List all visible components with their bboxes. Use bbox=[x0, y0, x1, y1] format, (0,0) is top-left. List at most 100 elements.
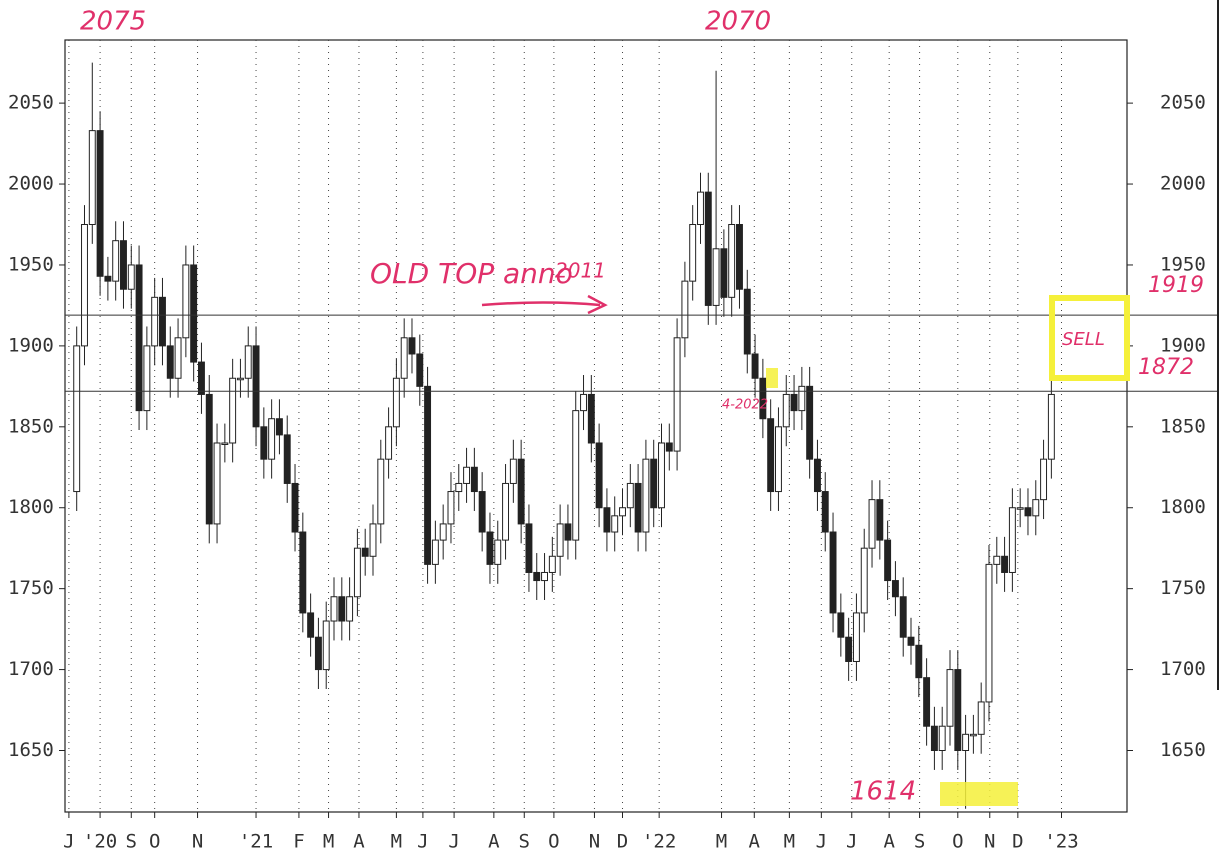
level-label: 1872 bbox=[1138, 355, 1194, 380]
candle-body bbox=[915, 644, 923, 679]
candle-body bbox=[338, 596, 346, 622]
candle-body bbox=[673, 337, 681, 452]
low-highlight bbox=[940, 782, 1018, 806]
y-tick-label: 1750 bbox=[8, 577, 54, 599]
candle-body bbox=[587, 393, 595, 444]
candle-body bbox=[930, 725, 938, 751]
candle-body bbox=[205, 393, 213, 525]
candle-body bbox=[798, 385, 806, 412]
candle-body bbox=[299, 531, 307, 614]
candle-body bbox=[891, 580, 899, 598]
candle-body bbox=[704, 191, 712, 306]
y-tick-label: 1650 bbox=[8, 739, 54, 761]
candle-body bbox=[502, 482, 510, 541]
candle-body bbox=[580, 393, 587, 412]
candle-body bbox=[626, 482, 634, 509]
candle-body bbox=[743, 288, 751, 355]
y-tick-label: 1700 bbox=[8, 658, 54, 680]
candle-body bbox=[517, 458, 525, 525]
candle-body bbox=[455, 482, 463, 493]
candle-body bbox=[650, 458, 658, 509]
candle-body bbox=[1016, 507, 1024, 510]
y2-tick-label: 1650 bbox=[1160, 739, 1206, 761]
candle-body bbox=[197, 361, 205, 395]
candle-body bbox=[408, 337, 416, 355]
x-tick-label: F bbox=[293, 831, 304, 853]
x-tick-label: S bbox=[519, 831, 530, 853]
candle-body bbox=[361, 547, 369, 557]
candle-body bbox=[439, 523, 447, 541]
candle-body bbox=[81, 224, 88, 347]
candle-body bbox=[759, 377, 767, 420]
candle-body bbox=[541, 571, 549, 582]
candle-body bbox=[236, 377, 244, 381]
candle-body bbox=[463, 466, 471, 484]
candle-body bbox=[166, 345, 174, 379]
candle-body bbox=[190, 264, 198, 363]
candle-body bbox=[221, 442, 229, 445]
candle-body bbox=[424, 385, 432, 565]
apr-highlight bbox=[766, 368, 778, 388]
candle-body bbox=[634, 482, 642, 533]
candle-body bbox=[346, 596, 354, 622]
x-tick-label: S bbox=[126, 831, 137, 853]
candle-body bbox=[1040, 458, 1048, 501]
candle-body bbox=[923, 677, 931, 727]
candle-body bbox=[377, 458, 385, 525]
candle-body bbox=[860, 547, 868, 614]
candle-body bbox=[494, 539, 502, 565]
annotation: 2011 bbox=[555, 259, 606, 283]
candle-body bbox=[182, 264, 190, 339]
x-tick-label: '22 bbox=[642, 831, 676, 853]
candle-body bbox=[96, 130, 104, 277]
x-tick-label: M bbox=[716, 831, 727, 853]
candle-body bbox=[283, 434, 291, 484]
candle-body bbox=[852, 612, 860, 662]
candle-body bbox=[681, 280, 689, 339]
candle-body bbox=[728, 224, 736, 298]
x-tick-label: J bbox=[417, 831, 428, 853]
x-tick-label: N bbox=[192, 831, 203, 853]
candle-body bbox=[751, 353, 759, 379]
candle-body bbox=[1047, 393, 1055, 460]
x-tick-label: N bbox=[589, 831, 600, 853]
candle-body bbox=[1008, 507, 1016, 573]
candle-body bbox=[353, 547, 361, 598]
candle-body bbox=[829, 531, 837, 614]
candle-body bbox=[790, 393, 798, 412]
candle-body bbox=[642, 458, 650, 533]
candle-body bbox=[392, 377, 400, 428]
annotation: 2070 bbox=[705, 7, 771, 37]
x-tick-label: J bbox=[448, 831, 459, 853]
x-tick-label: O bbox=[149, 831, 160, 853]
annotation: SELL bbox=[1062, 329, 1105, 350]
candle-body bbox=[314, 636, 322, 671]
y-tick-label: 1800 bbox=[8, 496, 54, 518]
candle-body bbox=[416, 353, 424, 387]
candle-body bbox=[135, 264, 143, 412]
candle-body bbox=[88, 130, 96, 226]
candle-body bbox=[127, 264, 135, 290]
candle-body bbox=[104, 275, 112, 282]
candle-body bbox=[720, 248, 728, 298]
x-tick-label: J bbox=[846, 831, 857, 853]
y-tick-label: 2050 bbox=[8, 92, 54, 114]
candle-body bbox=[946, 669, 954, 727]
candle-body bbox=[774, 426, 782, 493]
candle-body bbox=[938, 725, 946, 751]
candle-body bbox=[244, 345, 252, 379]
candle-body bbox=[120, 240, 127, 290]
x-tick-label: M bbox=[323, 831, 334, 853]
x-tick-label: O bbox=[548, 831, 559, 853]
candle-body bbox=[1001, 555, 1009, 573]
x-tick-label: M bbox=[784, 831, 795, 853]
candle-body bbox=[112, 240, 120, 282]
x-tick-label: A bbox=[488, 831, 500, 853]
candle-body bbox=[619, 507, 626, 517]
y2-tick-label: 1800 bbox=[1160, 496, 1206, 518]
candle-body bbox=[213, 442, 221, 525]
candle-body bbox=[977, 701, 985, 735]
candle-body bbox=[470, 466, 478, 493]
candle-body bbox=[813, 458, 821, 493]
